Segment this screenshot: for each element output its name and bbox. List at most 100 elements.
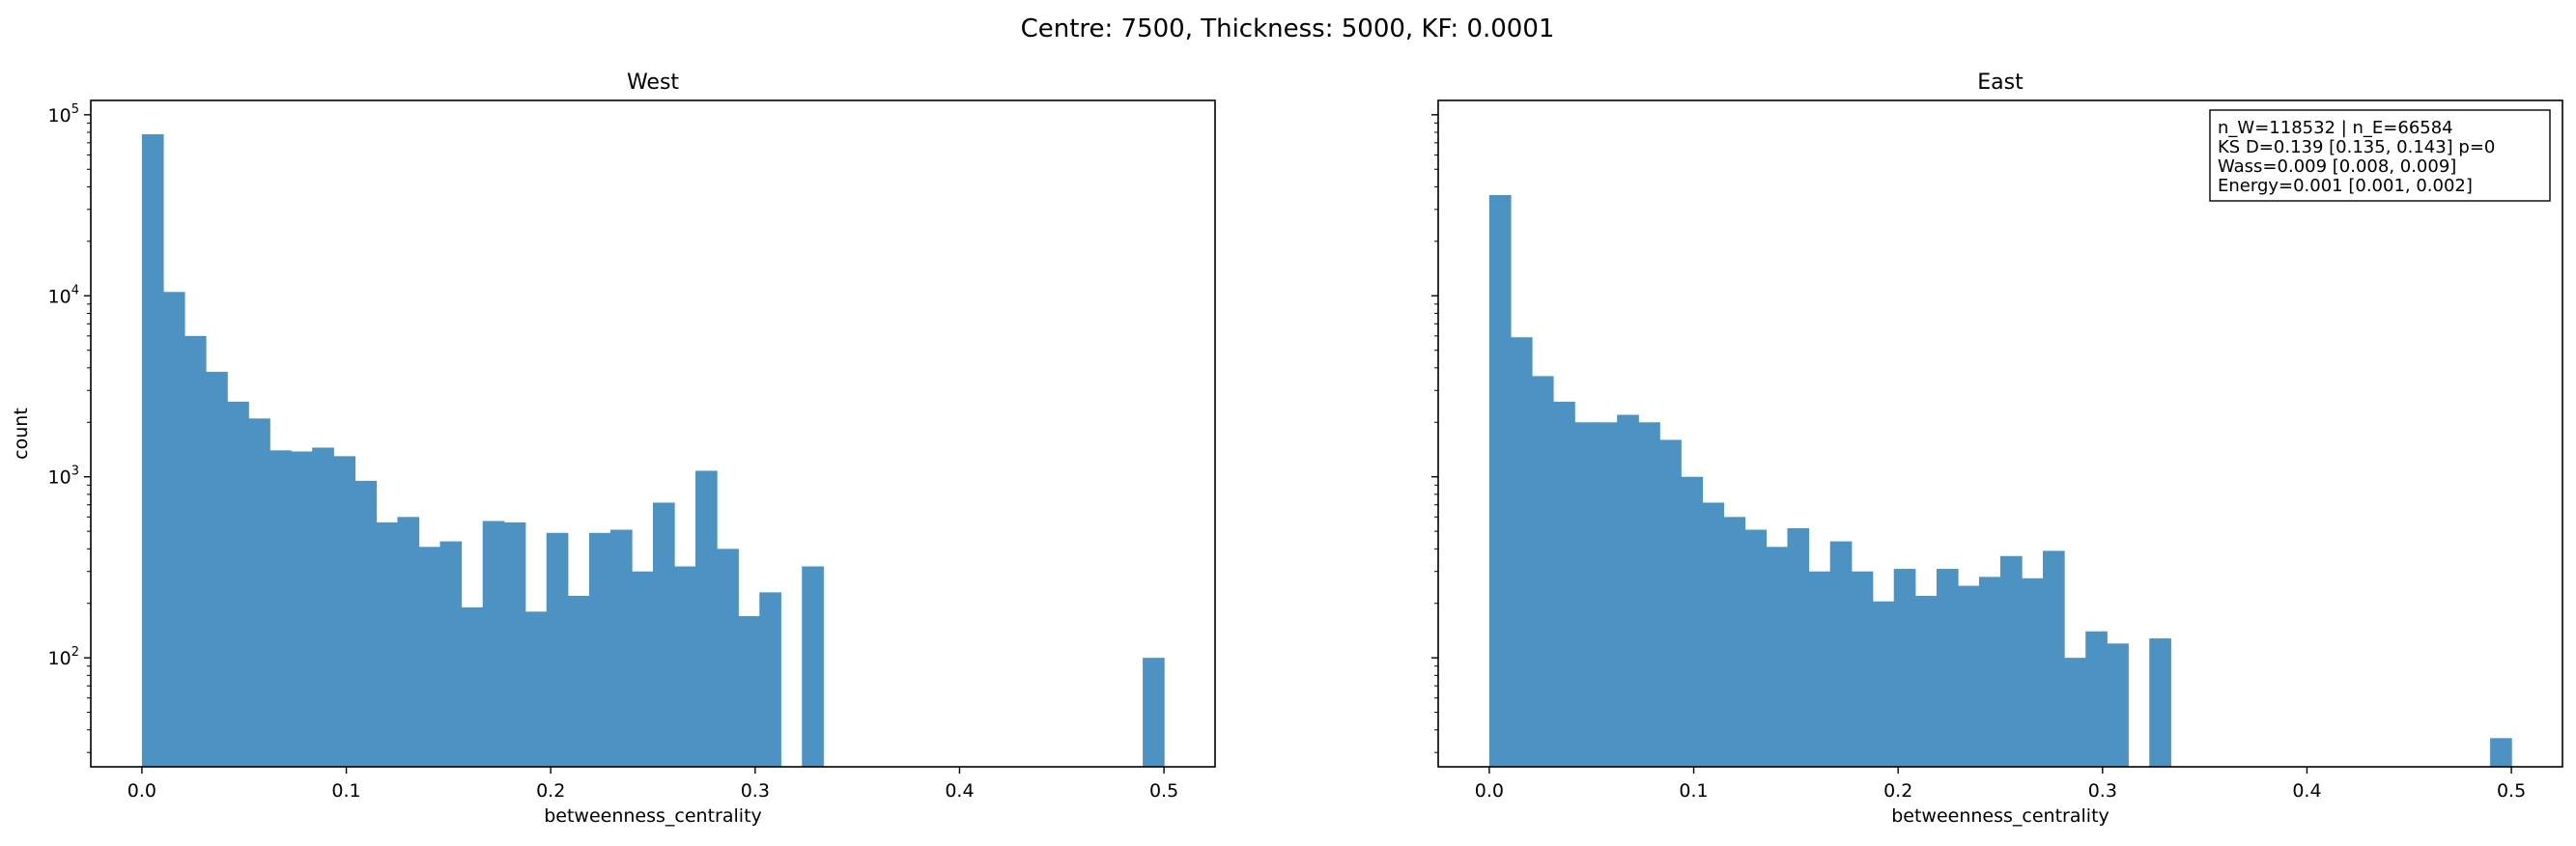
west-bar-7 xyxy=(291,451,313,767)
east-bar-3 xyxy=(1553,401,1575,767)
west-xtick-label: 0.4 xyxy=(945,780,974,802)
west-bar-17 xyxy=(503,522,526,767)
east-bar-19 xyxy=(1893,569,1916,767)
west-bar-23 xyxy=(631,571,654,767)
east-bar-30 xyxy=(2149,638,2171,767)
west-xtick-label: 0.2 xyxy=(536,780,565,802)
west-bar-21 xyxy=(588,532,611,767)
west-xtick-label: 0.3 xyxy=(741,780,770,802)
east-bar-2 xyxy=(1531,376,1554,767)
east-xtick-label: 0.4 xyxy=(2292,780,2321,802)
west-bar-6 xyxy=(269,450,292,767)
west-bar-31 xyxy=(1143,658,1165,767)
east-bar-25 xyxy=(2022,578,2044,767)
west-ytick-label: 103 xyxy=(48,465,79,489)
east-bar-27 xyxy=(2064,658,2086,767)
east-bars xyxy=(1488,195,2512,767)
west-bar-1 xyxy=(162,292,185,767)
west-bar-0 xyxy=(141,134,164,767)
east-stats-line: n_W=118532 | n_E=66584 xyxy=(2218,118,2453,138)
east-axes-frame xyxy=(1437,99,2563,768)
west-bar-9 xyxy=(333,456,356,767)
east-bar-20 xyxy=(1914,595,1938,767)
east-bar-24 xyxy=(2000,555,2023,767)
west-bars xyxy=(141,134,1165,767)
west-bar-24 xyxy=(653,502,675,767)
east-panel: 0.0 0.1 0.2 0.3 0.4 0.5 East betweenness_centra… xyxy=(1431,70,2563,827)
east-xtick-label: 0.1 xyxy=(1679,780,1708,802)
west-bar-25 xyxy=(674,566,696,767)
east-bar-15 xyxy=(1808,571,1831,767)
east-xtick-label: 0.5 xyxy=(2497,780,2526,802)
east-xtick-label: 0.2 xyxy=(1883,780,1912,802)
east-xlabel: betweenness_centrality xyxy=(1891,805,2109,827)
east-stats-line: KS D=0.139 [0.135, 0.143] p=0 xyxy=(2218,137,2495,157)
east-stats-line: Wass=0.009 [0.008, 0.009] xyxy=(2218,156,2456,177)
east-bar-10 xyxy=(1702,502,1725,767)
west-bar-15 xyxy=(461,606,484,767)
east-xtick-label: 0.0 xyxy=(1475,780,1504,802)
west-bar-12 xyxy=(397,517,420,767)
west-bar-3 xyxy=(206,372,228,767)
west-ytick-label: 104 xyxy=(48,283,79,307)
west-bar-30 xyxy=(802,566,824,767)
west-xlabel: betweenness_centrality xyxy=(544,805,762,827)
east-bar-29 xyxy=(2107,643,2129,767)
east-bar-9 xyxy=(1681,476,1704,767)
west-xtick-label: 0.1 xyxy=(331,780,360,802)
west-ytick-label: 105 xyxy=(48,102,79,127)
west-xtick-label: 0.0 xyxy=(127,780,156,802)
east-bar-21 xyxy=(1936,569,1959,767)
east-bar-13 xyxy=(1766,547,1789,767)
east-xtick-label: 0.3 xyxy=(2088,780,2117,802)
west-bar-11 xyxy=(376,522,399,767)
east-bar-1 xyxy=(1510,337,1533,767)
east-bar-28 xyxy=(2085,631,2108,767)
east-bar-18 xyxy=(1872,601,1895,767)
west-axes-frame xyxy=(90,99,1216,768)
west-ytick-label: 102 xyxy=(48,645,79,669)
figure-suptitle: Centre: 7500, Thickness: 5000, KF: 0.000… xyxy=(1021,14,1555,43)
west-bar-10 xyxy=(354,480,378,767)
east-bar-17 xyxy=(1851,571,1874,767)
west-bar-8 xyxy=(312,447,334,767)
east-bar-5 xyxy=(1596,422,1618,767)
west-title: West xyxy=(627,70,679,95)
west-bar-18 xyxy=(524,611,548,767)
east-bar-8 xyxy=(1659,439,1682,767)
east-title: East xyxy=(1977,70,2024,95)
west-bar-22 xyxy=(609,529,633,767)
west-bar-26 xyxy=(695,470,718,767)
east-bar-0 xyxy=(1488,195,1512,767)
west-xtick-label: 0.5 xyxy=(1149,780,1178,802)
west-bar-19 xyxy=(546,532,569,767)
east-bar-26 xyxy=(2043,550,2065,767)
west-bar-27 xyxy=(717,549,739,767)
east-bar-31 xyxy=(2490,738,2512,767)
east-bar-4 xyxy=(1574,422,1597,767)
west-bar-13 xyxy=(418,547,441,767)
east-bar-7 xyxy=(1638,422,1660,767)
east-bar-23 xyxy=(1978,577,2001,767)
east-bar-14 xyxy=(1787,527,1810,767)
east-bar-16 xyxy=(1829,541,1853,767)
west-bar-14 xyxy=(439,541,463,767)
east-bar-6 xyxy=(1617,414,1639,767)
east-stats-line: Energy=0.001 [0.001, 0.002] xyxy=(2218,176,2473,196)
west-bar-4 xyxy=(227,401,249,767)
east-bar-22 xyxy=(1957,585,1980,767)
west-panel: 0.0 0.1 0.2 0.3 0.4 0.5 102 103 104 105 West betwee… xyxy=(11,70,1216,827)
west-bar-29 xyxy=(759,592,781,767)
west-bar-28 xyxy=(738,615,760,767)
west-bar-20 xyxy=(567,595,590,767)
west-ylabel: count xyxy=(11,408,32,460)
east-bar-12 xyxy=(1744,529,1768,767)
east-bar-11 xyxy=(1723,517,1746,767)
west-bar-16 xyxy=(482,521,505,767)
west-bar-5 xyxy=(248,418,270,767)
west-bar-2 xyxy=(184,335,207,767)
east-stats-box xyxy=(2209,109,2551,202)
subplot-panels: 0.0 0.1 0.2 0.3 0.4 0.5 102 103 104 105 West betwee… xyxy=(11,70,2563,827)
